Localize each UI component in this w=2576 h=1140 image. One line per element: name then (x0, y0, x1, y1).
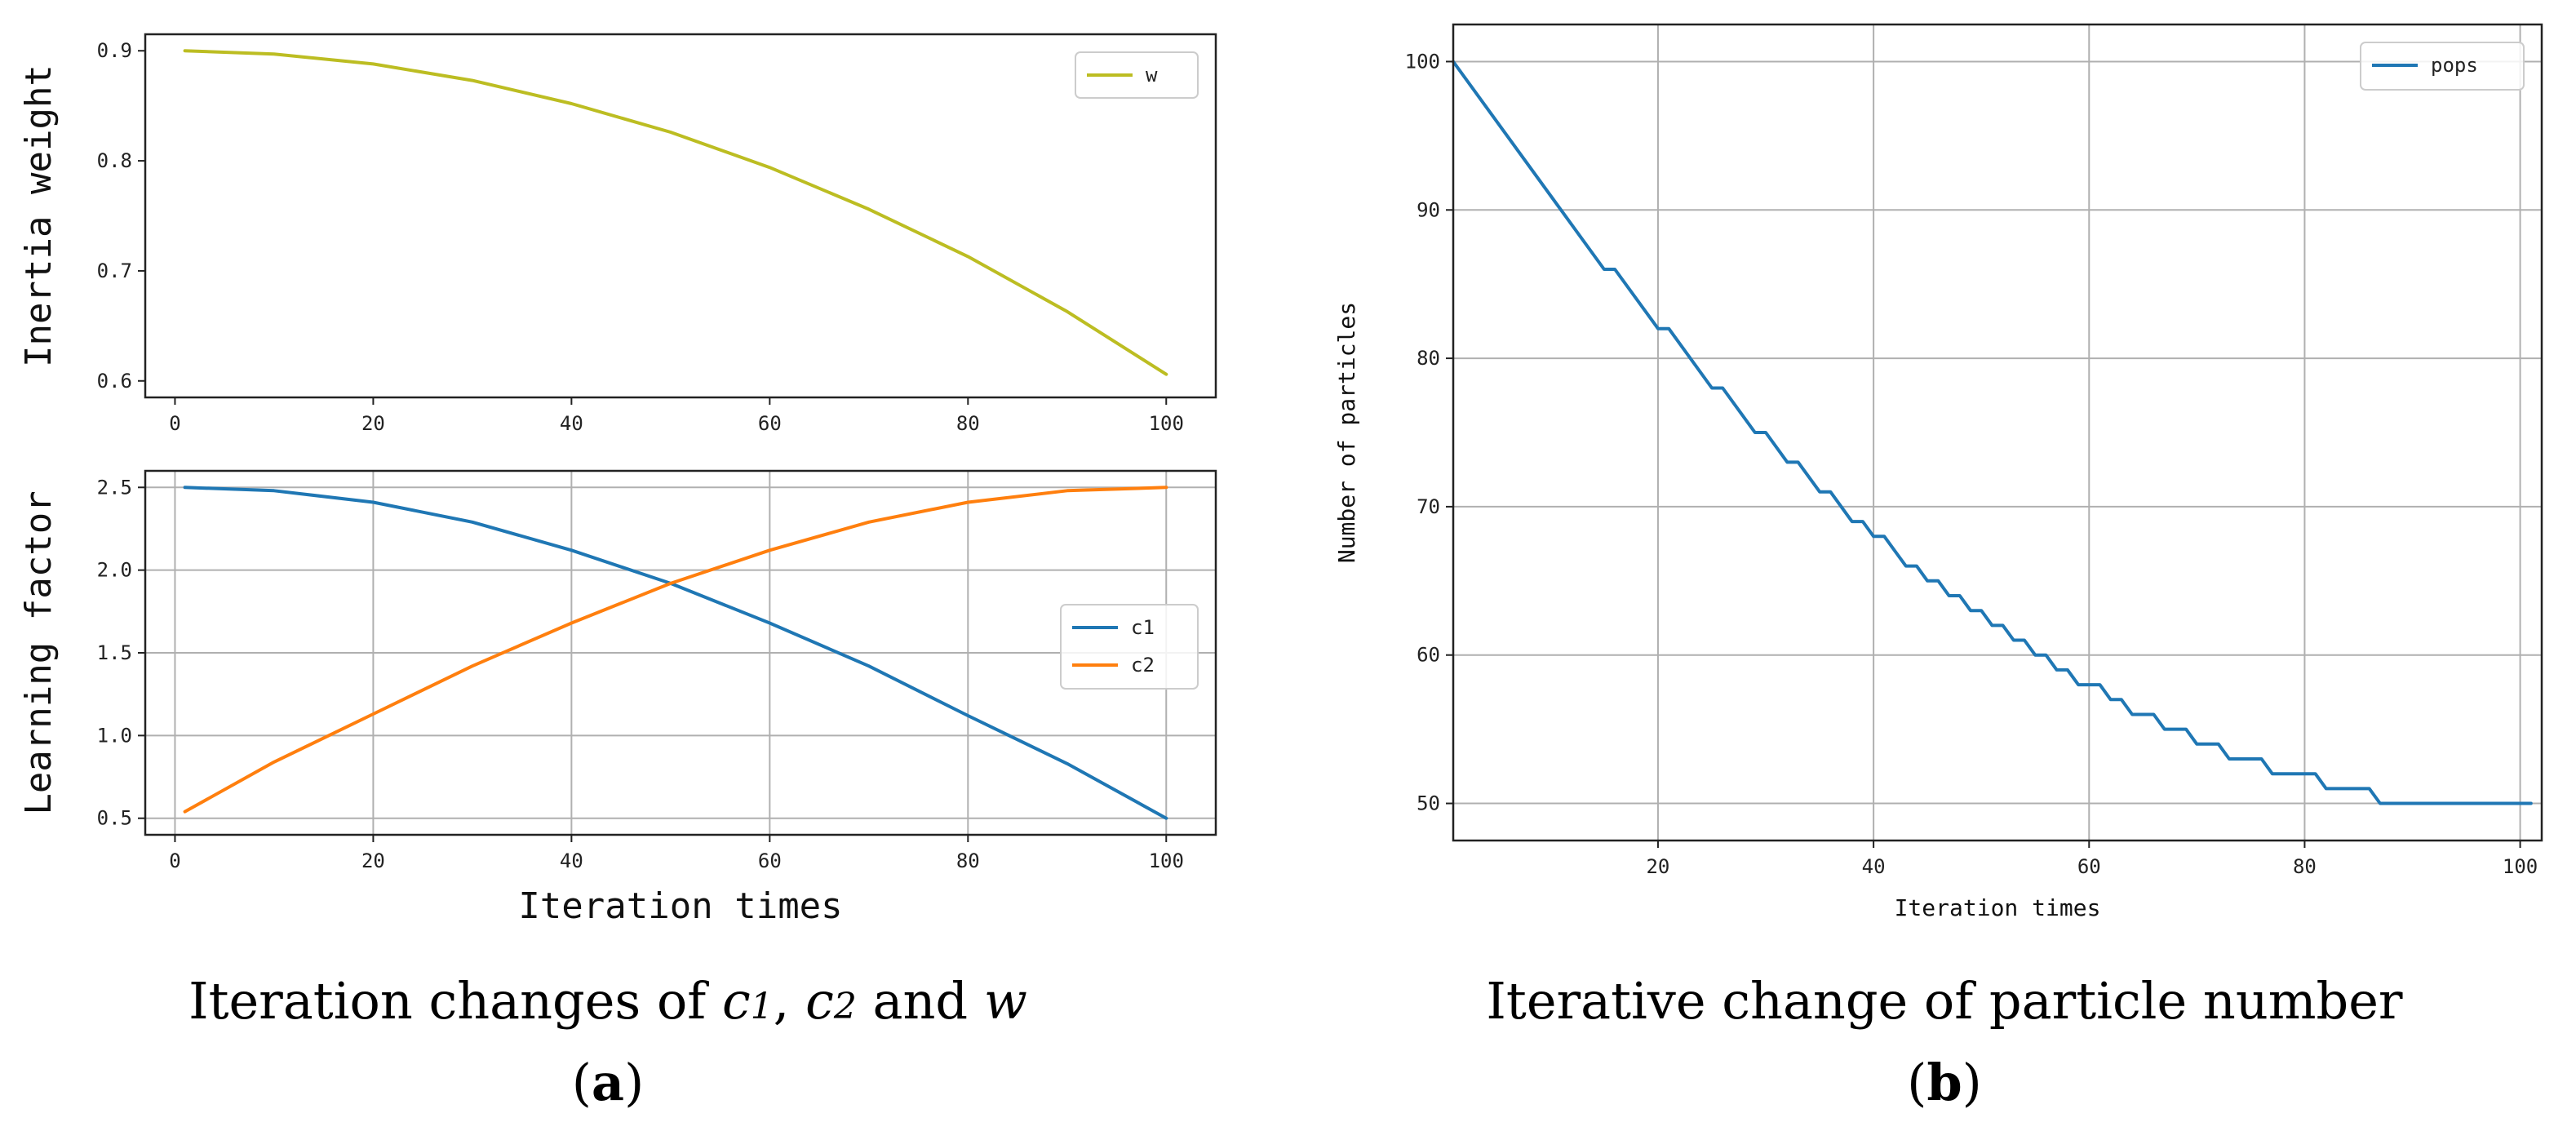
legend: c1 c2 (1060, 604, 1199, 690)
y-tick-label: 0.6 (97, 370, 132, 393)
y-tick-label: 90 (1417, 198, 1440, 221)
y-tick-label: 0.8 (97, 149, 132, 172)
y-tick-label: 60 (1417, 644, 1440, 667)
y-tick-label: 0.7 (97, 259, 132, 282)
series-line-w (183, 49, 1168, 376)
legend-label-c2: c2 (1131, 654, 1155, 676)
series-line-c2 (183, 486, 1168, 814)
y-tick-label: 70 (1417, 495, 1440, 518)
x-tick-label: 60 (758, 412, 782, 435)
x-tick-label: 40 (560, 849, 583, 872)
y-tick-label: 50 (1417, 792, 1440, 815)
series-line-pops (1452, 60, 2533, 805)
legend-box (1060, 604, 1199, 690)
x-tick-label: 100 (1149, 412, 1184, 435)
y-tick-label: 0.9 (97, 39, 132, 62)
x-tick-label: 80 (956, 849, 980, 872)
caption-b: Iterative change of particle number (1486, 971, 2403, 1031)
y-tick-label: 1.5 (97, 641, 132, 664)
legend-label-pops: pops (2431, 54, 2478, 77)
x-tick-label: 100 (1149, 849, 1184, 872)
x-tick-label: 20 (361, 412, 385, 435)
x-tick-label: 80 (2293, 855, 2317, 878)
caption-a: Iteration changes of c1, c2 and w (188, 971, 1027, 1031)
x-tick-label: 40 (560, 412, 583, 435)
particle-number-plot: 20 40 60 80 100 50 60 70 80 90 100 Number of partic… (1333, 23, 2543, 921)
legend-label-c1: c1 (1131, 616, 1155, 639)
legend-box (2360, 42, 2525, 91)
learning-factor-plot: 0 20 40 60 80 100 0.5 1.0 1.5 2.0 2.5 Learning fact… (18, 469, 1217, 927)
x-axis-label: Iteration times (1895, 894, 2101, 921)
caption-b-label: (b) (1907, 1053, 1982, 1112)
x-tick-label: 20 (1646, 855, 1669, 878)
y-tick-label: 1.0 (97, 724, 132, 747)
axes-frame (144, 33, 1217, 399)
x-tick-label: 40 (1862, 855, 1886, 878)
y-axis-label: Inertia weight (18, 64, 60, 367)
x-tick-label: 60 (2077, 855, 2101, 878)
legend: w (1075, 51, 1199, 99)
x-axis-label: Iteration times (518, 885, 842, 927)
axes-frame (1452, 23, 2543, 842)
y-tick-label: 0.5 (97, 807, 132, 830)
y-tick-label: 2.5 (97, 476, 132, 499)
x-tick-label: 100 (2503, 855, 2538, 878)
legend-box (1075, 51, 1199, 99)
inertia-weight-plot: 0 20 40 60 80 100 0.6 0.7 0.8 0.9 Inertia weight w (18, 33, 1217, 435)
y-tick-label: 80 (1417, 347, 1440, 370)
x-tick-label: 20 (361, 849, 385, 872)
y-axis-label: Learning factor (18, 490, 60, 814)
y-axis-label: Number of particles (1333, 302, 1360, 563)
y-tick-label: 2.0 (97, 559, 132, 582)
x-tick-label: 60 (758, 849, 782, 872)
legend-label-w: w (1146, 64, 1158, 86)
x-tick-label: 0 (169, 849, 180, 872)
x-tick-label: 80 (956, 412, 980, 435)
legend: pops (2360, 42, 2525, 91)
y-tick-label: 100 (1405, 50, 1440, 73)
x-tick-label: 0 (169, 412, 180, 435)
caption-a-label: (a) (572, 1053, 645, 1112)
